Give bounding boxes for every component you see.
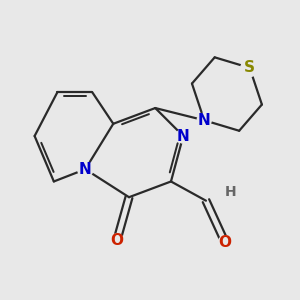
Circle shape (78, 161, 93, 177)
Text: N: N (79, 162, 92, 177)
Text: N: N (177, 128, 190, 143)
Circle shape (110, 234, 124, 248)
Text: O: O (110, 233, 123, 248)
Text: N: N (198, 113, 211, 128)
Circle shape (241, 59, 258, 76)
Circle shape (197, 113, 211, 127)
Circle shape (176, 129, 190, 143)
Text: O: O (219, 235, 232, 250)
Text: H: H (225, 185, 237, 199)
Circle shape (218, 236, 232, 250)
Text: S: S (244, 60, 255, 75)
